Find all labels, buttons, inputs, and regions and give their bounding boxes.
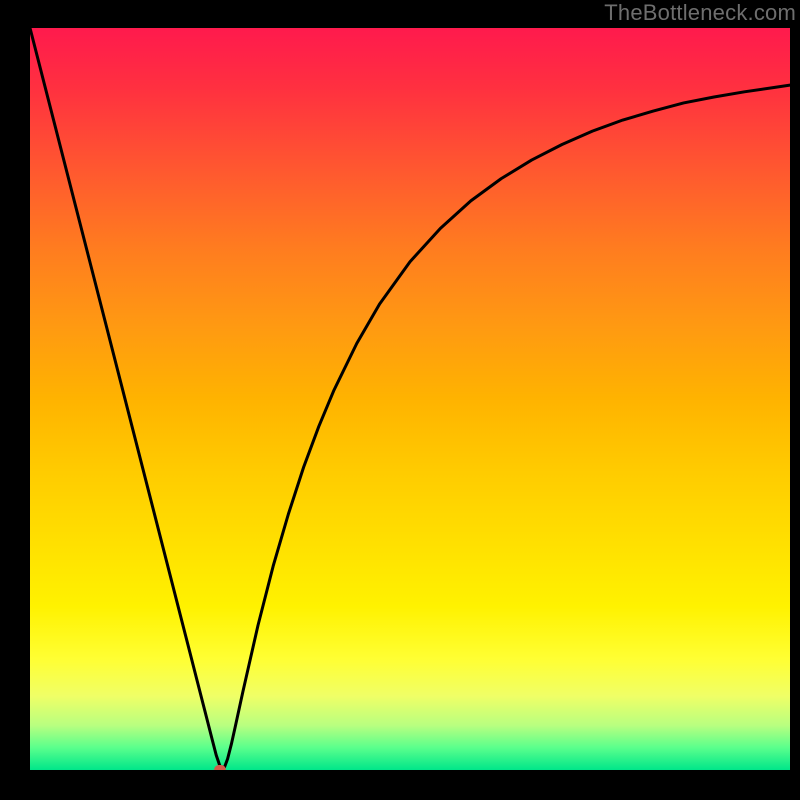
source-attribution: TheBottleneck.com	[604, 0, 796, 26]
min-marker	[215, 766, 226, 770]
chart-frame: TheBottleneck.com	[0, 0, 800, 800]
bottleneck-curve	[30, 28, 790, 770]
plot-svg	[30, 28, 790, 770]
plot-area	[30, 28, 790, 770]
